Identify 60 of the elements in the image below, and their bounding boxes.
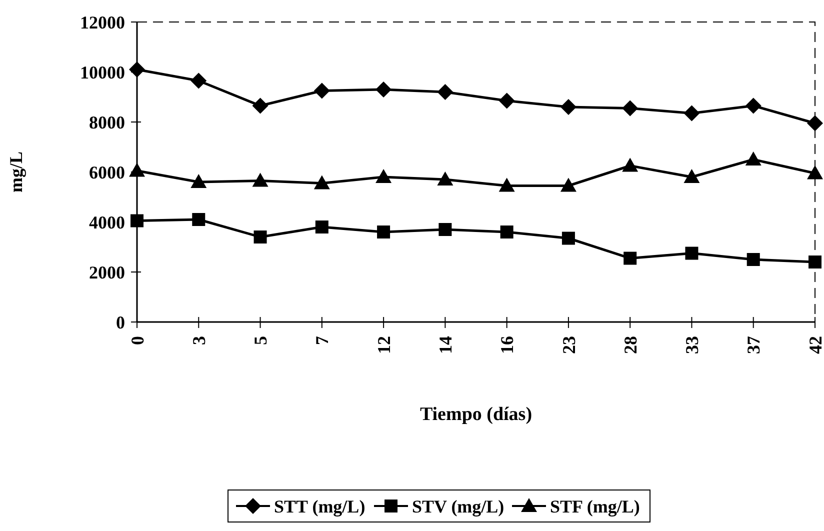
y-tick-label: 0 [116,312,125,332]
point [314,175,330,190]
point [808,256,822,268]
point [438,223,452,236]
point [560,99,576,115]
x-tick-label: 37 [744,336,764,354]
point [622,158,638,172]
point [314,82,330,99]
x-tick-label: 28 [620,336,640,354]
y-tick-label: 6000 [89,162,125,182]
y-tick-label: 2000 [89,262,125,282]
point [745,98,762,114]
x-tick-label: 33 [682,336,702,354]
point [252,98,268,114]
x-tick-label: 7 [312,336,332,345]
point [376,82,392,98]
point [746,253,760,266]
legend-label: STV (mg/L) [412,496,504,516]
point [377,226,390,238]
point [376,169,392,183]
x-tick-label: 42 [805,336,824,354]
point [130,214,144,228]
x-tick-label: 23 [558,336,579,354]
point [190,174,207,188]
x-tick-label: 12 [374,336,394,354]
x-tick-label: 16 [497,336,518,354]
point [315,220,328,234]
point [252,172,268,187]
point [500,226,514,238]
point [745,152,762,166]
x-tick-label: 0 [127,336,148,345]
legend-label: STT (mg/L) [274,496,366,516]
point [129,162,145,177]
y-tick-label: 8000 [89,112,125,132]
legend-label: STF (mg/L) [550,496,640,516]
x-axis-title: Tiempo (días) [420,404,532,425]
y-tick-label: 12000 [80,12,125,32]
point [129,62,145,78]
point [192,213,206,226]
point [685,246,698,260]
point [437,172,454,186]
y-tick-label: 4000 [89,212,125,232]
point [684,105,700,122]
y-tick-label: 10000 [80,62,125,82]
x-tick-label: 5 [250,336,271,345]
point [807,165,823,180]
point [622,100,638,116]
point [190,72,207,89]
x-tick-label: 14 [435,336,456,354]
point [560,178,576,192]
point [254,230,267,244]
point [498,178,515,192]
point [498,92,515,109]
point [437,84,454,100]
point [684,169,700,183]
y-axis-title: mg/L [6,151,26,193]
point [807,115,823,132]
point [624,252,637,265]
point [562,232,575,245]
x-tick-label: 3 [188,336,209,345]
